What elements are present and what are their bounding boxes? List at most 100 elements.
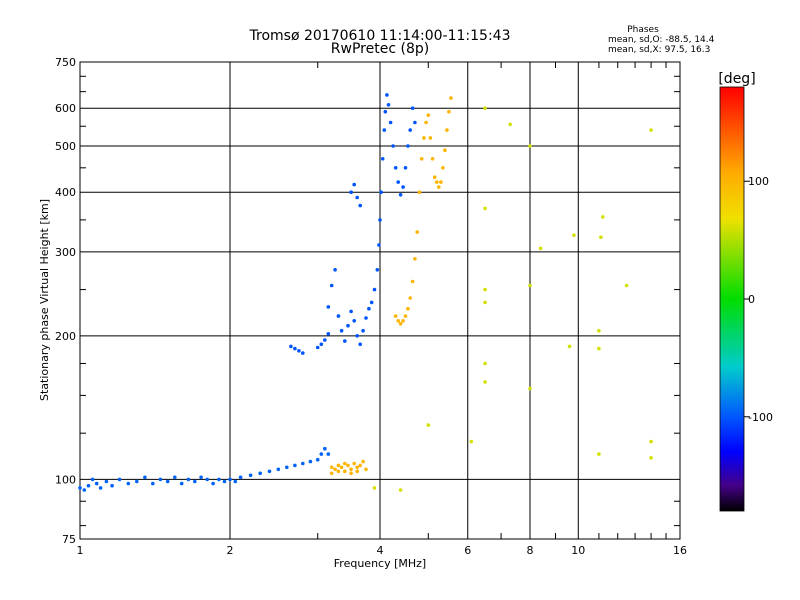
echo-point	[597, 452, 601, 456]
echo-point	[447, 109, 451, 114]
echo-point	[238, 475, 243, 480]
echo-point	[355, 334, 360, 338]
echo-point	[117, 477, 122, 482]
echo-point	[285, 465, 289, 470]
echo-point	[86, 483, 91, 488]
echo-point	[217, 477, 221, 482]
echo-point	[388, 120, 393, 125]
echo-point	[364, 316, 368, 320]
echo-point	[424, 120, 428, 125]
echo-point	[349, 471, 353, 476]
echo-point	[135, 479, 139, 484]
echo-point	[90, 477, 95, 482]
echo-point	[173, 475, 177, 480]
echo-point	[228, 477, 232, 482]
echo-point	[410, 106, 415, 110]
echo-point	[428, 136, 433, 140]
echo-point	[393, 166, 398, 170]
echo-point	[419, 157, 424, 161]
echo-point	[336, 463, 341, 468]
echo-point	[401, 185, 405, 189]
echo-point	[301, 351, 305, 355]
echo-point	[186, 477, 191, 482]
echo-point	[333, 268, 337, 272]
echo-point	[375, 268, 380, 272]
echo-point	[408, 296, 413, 300]
echo-point	[508, 122, 512, 127]
chart-subtitle: RwPretec (8p)	[331, 41, 429, 57]
echo-point	[94, 481, 99, 486]
echo-point	[441, 166, 445, 170]
echo-point	[372, 287, 377, 292]
echo-point	[248, 473, 253, 478]
echo-point	[377, 243, 381, 247]
colorbar-ticks: 100 0 -100	[744, 175, 773, 424]
echo-point	[567, 344, 572, 349]
echo-point	[222, 479, 227, 484]
echo-point	[385, 93, 389, 97]
echo-point	[396, 180, 401, 184]
echo-point	[358, 342, 363, 347]
echo-point	[349, 309, 353, 314]
echo-point	[358, 463, 363, 468]
echo-point	[430, 157, 435, 161]
echo-point	[126, 481, 131, 486]
echo-point	[422, 136, 426, 140]
echo-point	[601, 215, 605, 219]
echo-point	[391, 144, 395, 148]
echo-point	[417, 190, 422, 194]
echo-point	[439, 180, 443, 184]
colorbar-tick-label: 100	[748, 175, 769, 188]
echo-point	[597, 328, 601, 333]
echo-point	[205, 477, 209, 482]
echo-point	[483, 361, 487, 366]
echo-point	[326, 332, 331, 336]
echo-point	[599, 235, 603, 239]
echo-point	[398, 488, 403, 492]
echo-point	[336, 314, 341, 318]
y-tick-label: 75	[62, 533, 76, 546]
echo-point	[276, 467, 281, 472]
echo-point	[358, 203, 363, 208]
echo-point	[415, 230, 420, 234]
echo-point	[386, 103, 391, 107]
echo-point	[398, 321, 403, 326]
y-tick-label: 100	[55, 473, 76, 486]
echo-point	[151, 481, 155, 486]
x-tick-label: 1	[77, 544, 84, 557]
echo-point	[393, 314, 398, 318]
echo-point	[483, 206, 487, 211]
echo-point	[323, 446, 327, 451]
echo-point	[339, 465, 344, 470]
echo-point	[401, 319, 405, 323]
echo-point	[369, 300, 374, 305]
echo-point	[267, 469, 272, 474]
echo-point	[343, 339, 347, 343]
x-tick-label: 6	[464, 544, 471, 557]
echo-point	[104, 479, 109, 484]
echo-point	[297, 349, 301, 353]
echo-point	[98, 486, 103, 490]
echo-point	[426, 113, 431, 117]
echo-point	[349, 467, 353, 472]
x-tick-label: 4	[377, 544, 384, 557]
echo-point	[78, 486, 82, 490]
echo-point	[406, 144, 410, 148]
echo-point	[413, 257, 417, 261]
echo-point	[372, 486, 377, 490]
echo-point	[329, 283, 334, 288]
echo-point	[352, 319, 357, 323]
echo-point	[364, 467, 368, 472]
echo-point	[361, 459, 365, 464]
echo-point	[410, 279, 415, 284]
echo-point	[469, 439, 474, 444]
echo-point	[435, 180, 439, 184]
echo-point	[308, 459, 313, 464]
echo-point	[352, 182, 357, 187]
echo-point	[408, 128, 413, 132]
echo-point	[483, 106, 487, 110]
echo-point	[649, 439, 653, 444]
echo-point	[483, 287, 487, 292]
y-tick-label: 200	[55, 330, 76, 343]
echo-point	[528, 144, 532, 148]
